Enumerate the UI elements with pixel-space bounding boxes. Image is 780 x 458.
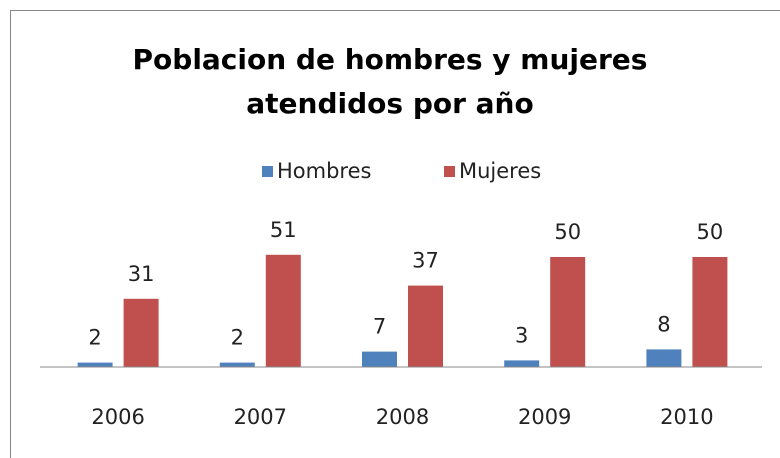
- value-label: 50: [697, 220, 724, 244]
- bar: [646, 349, 682, 367]
- legend-swatch: [444, 166, 455, 177]
- value-label: 2: [88, 326, 101, 350]
- x-tick-label: 2009: [518, 405, 571, 429]
- chart-border: [10, 10, 780, 458]
- bar: [219, 362, 255, 367]
- bar: [692, 257, 728, 367]
- x-tick-label: 2010: [660, 405, 713, 429]
- value-label: 37: [412, 249, 439, 273]
- value-label: 7: [373, 315, 386, 339]
- x-tick-label: 2008: [376, 405, 429, 429]
- value-label: 31: [128, 262, 155, 286]
- legend-label: Hombres: [277, 159, 371, 183]
- bar: [550, 257, 586, 367]
- bar: [265, 254, 301, 367]
- value-label: 50: [554, 220, 581, 244]
- bar: [77, 362, 113, 367]
- bar: [504, 360, 540, 367]
- value-label: 2: [231, 326, 244, 350]
- value-label: 3: [515, 323, 528, 347]
- x-tick-label: 2006: [91, 405, 144, 429]
- legend-swatch: [262, 166, 273, 177]
- chart-title: Poblacion de hombres y mujeres atendidos…: [132, 43, 648, 120]
- value-label: 8: [657, 312, 670, 336]
- bar: [408, 285, 443, 367]
- bar: [362, 351, 397, 367]
- legend-label: Mujeres: [459, 159, 541, 183]
- x-tick-label: 2007: [234, 405, 287, 429]
- bar: [123, 298, 159, 367]
- value-label: 51: [270, 218, 297, 242]
